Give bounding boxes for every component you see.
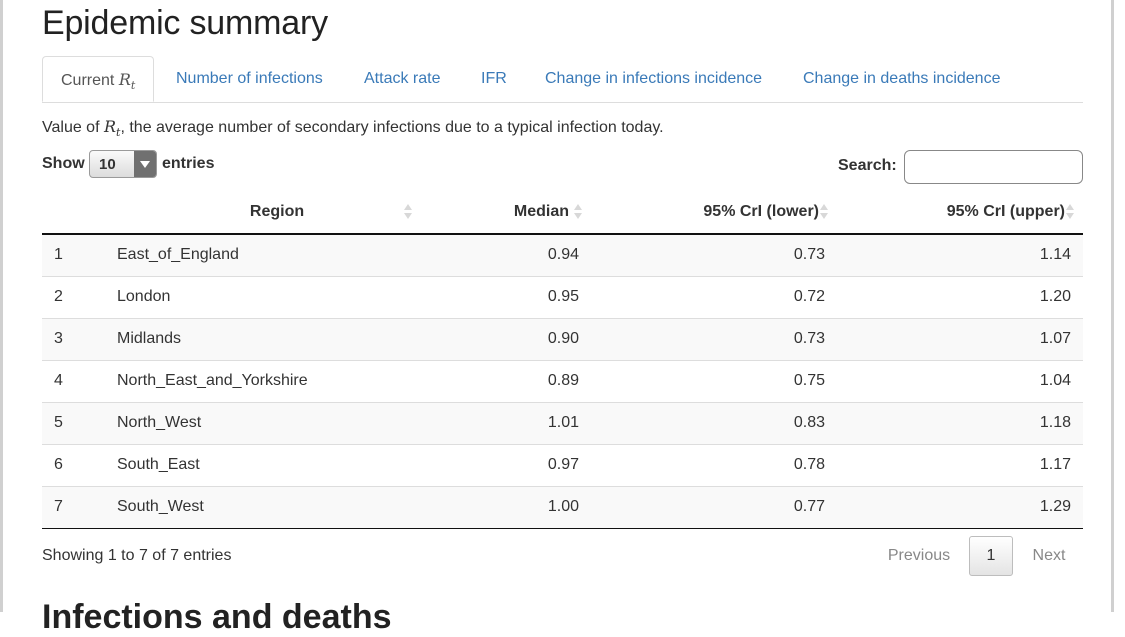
sort-icon [403,204,413,220]
row-region: Midlands [117,317,437,360]
tab-number-of-infections[interactable]: Number of infections [176,70,323,87]
rt-symbol-letter: R [103,117,117,136]
previous-page-button[interactable]: Previous [887,547,951,564]
row-crl-upper: 1.29 [837,485,1083,529]
entries-per-page-value: 10 [99,156,116,173]
row-crl-lower: 0.75 [587,359,837,402]
tab-label: Current [61,72,115,89]
row-crl-lower: 0.83 [587,401,837,444]
rt-symbol-subscript: t [130,79,136,93]
tab-change-in-infections-incidence[interactable]: Change in infections incidence [545,70,763,87]
page-title: Epidemic summary [42,4,328,42]
rt-symbol-letter: R [118,70,131,89]
column-header-index [42,190,117,235]
row-crl-upper: 1.04 [837,359,1083,402]
search-label: Search: [838,157,897,174]
row-index: 2 [42,275,117,318]
window-left-border [0,0,3,612]
column-header-label: 95% CrI (upper) [946,202,1065,220]
entries-per-page-select[interactable]: 10 [89,150,157,178]
row-index: 4 [42,359,117,402]
column-header-region[interactable]: Region [117,190,437,235]
entries-label: entries [162,155,215,172]
tab-bar: Current Rt Number of infections Attack r… [42,56,1083,103]
row-median: 0.97 [437,443,587,486]
sort-icon [573,204,583,220]
column-header-median[interactable]: Median [437,190,587,235]
tab-change-in-deaths-incidence[interactable]: Change in deaths incidence [803,70,1001,87]
chevron-down-icon [134,151,156,177]
sort-icon [819,204,829,220]
row-crl-upper: 1.20 [837,275,1083,318]
column-header-label: 95% CrI (lower) [703,202,819,220]
rt-table: Region Median 95% CrI (lower) 95% CrI (u… [42,190,1083,529]
row-index: 7 [42,485,117,529]
row-index: 1 [42,233,117,276]
table-row[interactable]: 4 North_East_and_Yorkshire 0.89 0.75 1.0… [42,359,1083,402]
row-crl-upper: 1.17 [837,443,1083,486]
row-crl-lower: 0.72 [587,275,837,318]
column-header-crl-upper[interactable]: 95% CrI (upper) [837,190,1083,235]
row-median: 1.00 [437,485,587,529]
row-crl-lower: 0.73 [587,317,837,360]
tab-description: Value of Rt, the average number of secon… [42,117,664,139]
table-row[interactable]: 2 London 0.95 0.72 1.20 [42,275,1083,318]
table-info: Showing 1 to 7 of 7 entries [42,547,232,564]
rt-symbol: Rt [118,70,136,93]
row-median: 0.94 [437,233,587,276]
sort-icon [1065,204,1075,220]
row-index: 3 [42,317,117,360]
row-crl-lower: 0.77 [587,485,837,529]
table-row[interactable]: 7 South_West 1.00 0.77 1.29 [42,485,1083,529]
row-crl-lower: 0.73 [587,233,837,276]
row-region: South_West [117,485,437,529]
tab-current-rt[interactable]: Current Rt [42,56,155,102]
rt-symbol-subscript: t [116,126,121,140]
page-1-button[interactable]: 1 [969,536,1013,576]
next-page-button[interactable]: Next [1032,547,1066,564]
row-crl-upper: 1.18 [837,401,1083,444]
column-header-label: Median [513,202,569,220]
row-index: 6 [42,443,117,486]
window-right-border [1111,0,1114,612]
table-row[interactable]: 5 North_West 1.01 0.83 1.18 [42,401,1083,444]
row-crl-upper: 1.14 [837,233,1083,276]
description-text: , the average number of secondary infect… [120,119,664,136]
table-header-row: Region Median 95% CrI (lower) 95% CrI (u… [42,190,1083,235]
table-row[interactable]: 6 South_East 0.97 0.78 1.17 [42,443,1083,486]
row-region: London [117,275,437,318]
tab-ifr[interactable]: IFR [481,70,507,87]
row-index: 5 [42,401,117,444]
rt-symbol: Rt [103,117,121,140]
row-region: South_East [117,443,437,486]
row-crl-upper: 1.07 [837,317,1083,360]
column-header-label: Region [249,202,305,220]
section-heading-infections-and-deaths: Infections and deaths [42,598,392,636]
column-header-crl-lower[interactable]: 95% CrI (lower) [587,190,837,235]
row-median: 1.01 [437,401,587,444]
table-row[interactable]: 1 East_of_England 0.94 0.73 1.14 [42,233,1083,276]
tab-attack-rate[interactable]: Attack rate [364,70,441,87]
row-median: 0.89 [437,359,587,402]
row-median: 0.90 [437,317,587,360]
description-prefix: Value of [42,119,100,136]
row-region: North_West [117,401,437,444]
table-row[interactable]: 3 Midlands 0.90 0.73 1.07 [42,317,1083,360]
row-crl-lower: 0.78 [587,443,837,486]
row-region: North_East_and_Yorkshire [117,359,437,402]
show-label: Show [42,155,85,172]
search-input[interactable] [904,150,1083,184]
row-region: East_of_England [117,233,437,276]
row-median: 0.95 [437,275,587,318]
